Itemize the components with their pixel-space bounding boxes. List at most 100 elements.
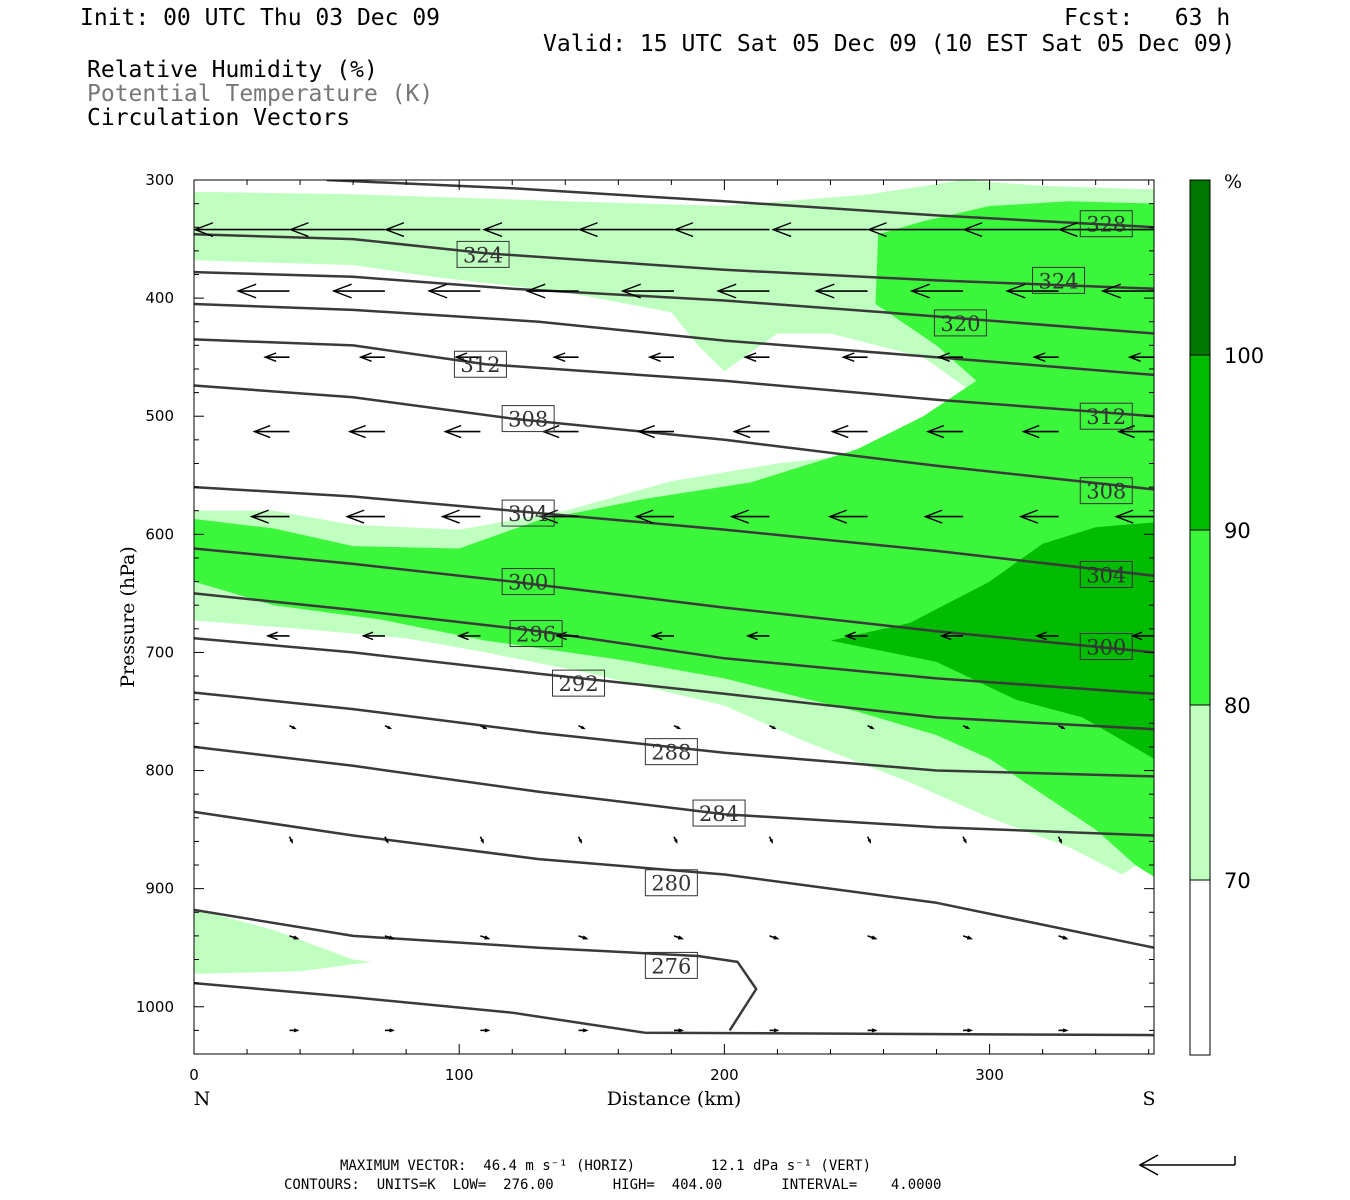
- circulation-vector-head: [871, 935, 878, 940]
- theta-contour: [194, 691, 1154, 778]
- circulation-vector-head: [771, 222, 792, 238]
- contour-label: 300: [1086, 636, 1126, 660]
- contour-label-box: [552, 669, 606, 697]
- circulation-vector-head: [249, 509, 269, 524]
- circulation-vector-head: [844, 631, 856, 641]
- theta-contour: [194, 637, 1154, 731]
- contour-label-box: [644, 951, 698, 979]
- circulation-vector-head: [939, 631, 952, 641]
- circulation-vector-head: [1127, 352, 1141, 362]
- circulation-vector-head: [1034, 631, 1047, 641]
- circulation-vector-head: [440, 509, 460, 524]
- circulation-vector-head: [923, 509, 943, 524]
- contour-label: 324: [1038, 269, 1078, 293]
- colorbar-level-label: 80: [1224, 694, 1251, 718]
- circulation-vector-head: [771, 725, 777, 730]
- rh-fill-band80: [194, 908, 372, 974]
- theta-contour: [194, 908, 758, 1032]
- contour-label: 288: [651, 741, 691, 765]
- contour-label: 308: [1086, 480, 1126, 504]
- north-label: N: [194, 1088, 211, 1110]
- circulation-vector-head: [967, 1028, 974, 1033]
- contour-label-box: [1079, 402, 1133, 430]
- circulation-vector-head: [361, 631, 374, 641]
- circulation-vector-head: [1057, 222, 1078, 238]
- theta-contour: [194, 384, 1154, 491]
- contour-label: 300: [508, 571, 548, 595]
- colorbar-frame: [1189, 179, 1211, 1056]
- circulation-vector-head: [385, 839, 389, 844]
- valid-time: Valid: 15 UTC Sat 05 Dec 09 (10 EST Sat …: [543, 31, 1236, 57]
- theta-contour: [326, 180, 1154, 229]
- contour-label: 296: [516, 623, 556, 647]
- contour-label-box: [1079, 633, 1133, 661]
- colorbar-level-label: 90: [1224, 519, 1251, 543]
- contour-label-box: [1079, 560, 1133, 588]
- colorbar-level-label: 100: [1224, 344, 1264, 368]
- y-tick-label: 500: [145, 407, 174, 425]
- circulation-vector-head: [650, 631, 663, 641]
- max-vector-note: MAXIMUM VECTOR: 46.4 m s⁻¹ (HORIZ) 12.1 …: [340, 1158, 872, 1174]
- contour-label-box: [692, 799, 746, 827]
- circulation-vector-head: [580, 725, 586, 730]
- circulation-vector-head: [1114, 509, 1134, 524]
- circulation-vector-head: [194, 222, 214, 238]
- circulation-vector-head: [484, 935, 491, 940]
- circulation-vector-head: [732, 424, 751, 439]
- x-tick-label: 0: [189, 1066, 199, 1084]
- circulation-vector-head: [773, 1028, 780, 1033]
- circulation-vector-head: [236, 283, 257, 299]
- circulation-vector-head: [634, 509, 654, 524]
- circulation-vector-head: [925, 424, 945, 439]
- theta-contour: [194, 338, 1154, 418]
- theta-contour: [194, 810, 1154, 949]
- circulation-vector-head: [871, 1028, 878, 1033]
- circulation-vector-head: [827, 509, 848, 524]
- circulation-vector-head: [674, 839, 678, 844]
- circulation-vector-head: [743, 352, 757, 362]
- circulation-vector-head: [1021, 424, 1040, 439]
- contour-label-box: [509, 620, 563, 648]
- forecast-hour: Fcst: 63 h: [1064, 5, 1231, 31]
- circulation-vector-head: [443, 424, 462, 439]
- circulation-vector-head: [427, 283, 448, 299]
- circulation-vector-head: [1058, 839, 1063, 844]
- circulation-vector-head: [636, 424, 655, 439]
- circulation-vector-head: [962, 222, 983, 238]
- circulation-vector-head: [388, 935, 395, 940]
- circulation-vector-head: [347, 424, 366, 439]
- circulation-vector-head: [387, 725, 393, 730]
- contours-note: CONTOURS: UNITS=K LOW= 276.00 HIGH= 404.…: [284, 1177, 942, 1193]
- contour-label-box: [1032, 266, 1086, 294]
- contour-label: 284: [699, 802, 739, 826]
- circulation-vector-head: [745, 631, 758, 641]
- circulation-vector-head: [265, 631, 278, 641]
- rh-fill-band100: [830, 522, 1154, 759]
- circulation-vector: [1153, 725, 1154, 727]
- circulation-vector-head: [100, 223, 118, 237]
- circulation-vector-head: [554, 631, 567, 641]
- circulation-vector-head: [1155, 839, 1157, 842]
- legend-potential-temperature: Potential Temperature (K): [87, 81, 434, 107]
- circulation-vector-head: [773, 935, 780, 940]
- circulation-vector-head: [293, 935, 300, 940]
- theta-contour: [194, 745, 1154, 837]
- y-axis-title: Pressure (hPa): [117, 546, 139, 688]
- south-label: S: [1142, 1088, 1155, 1110]
- contour-label: 320: [940, 312, 980, 336]
- circulation-vector-head: [909, 283, 931, 299]
- theta-contour: [194, 233, 1154, 290]
- init-time: Init: 00 UTC Thu 03 Dec 09: [80, 5, 441, 31]
- circulation-vector-head: [291, 725, 297, 730]
- y-tick-label: 300: [145, 171, 174, 189]
- circulation-vector-head: [358, 352, 372, 362]
- x-tick-label: 200: [710, 1066, 739, 1084]
- circulation-vector-head: [480, 839, 484, 844]
- reference-vector: [1138, 1154, 1236, 1176]
- contour-label: 304: [508, 502, 548, 526]
- circulation-vector-head: [647, 352, 661, 362]
- circulation-vector-head: [456, 631, 469, 641]
- colorbar-unit-label: %: [1224, 171, 1242, 193]
- circulation-vector-head: [383, 222, 405, 238]
